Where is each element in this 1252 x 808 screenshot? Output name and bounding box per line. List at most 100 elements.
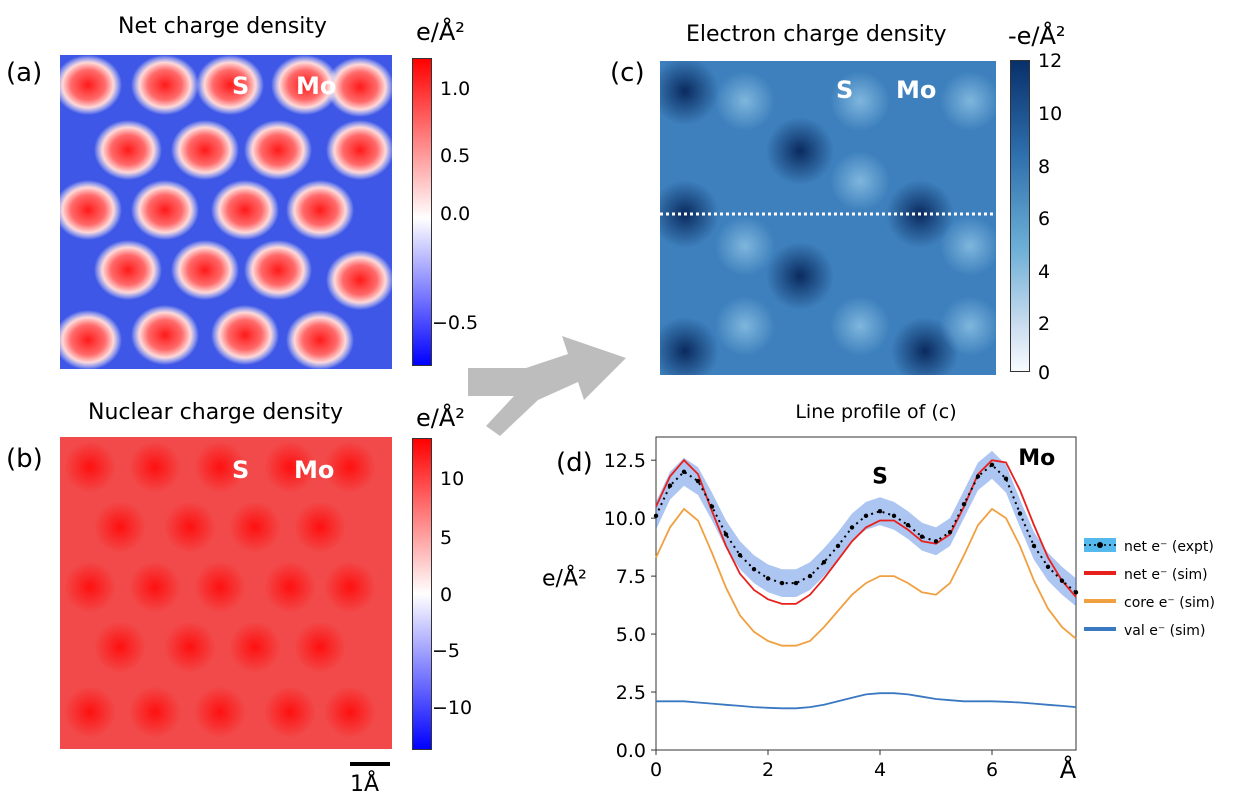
y-tick-label: 2.5	[616, 682, 646, 704]
expt-data-point	[1073, 590, 1079, 595]
expt-data-point	[1031, 543, 1037, 549]
x-tick-label: 2	[762, 759, 774, 781]
electron-charge-map	[651, 57, 1000, 385]
expt-data-point	[821, 560, 827, 565]
expt-data-point	[667, 483, 673, 488]
nuclear-charge-spot	[194, 561, 246, 613]
expt-data-point	[681, 469, 687, 474]
y-tick-label: 0.0	[616, 740, 646, 762]
electron-density-light-spot	[830, 71, 890, 131]
net-charge-spot	[286, 180, 354, 240]
expt-data-point	[1003, 476, 1009, 481]
net-charge-spot	[211, 305, 279, 365]
expt-data-point	[947, 529, 953, 535]
panel-c-cbar-tick: 10	[1038, 103, 1063, 125]
x-axis-label: Å	[1060, 755, 1077, 784]
series-line	[655, 507, 1077, 647]
expt-data-point	[695, 478, 701, 484]
nuclear-charge-spot	[164, 621, 216, 673]
series-line	[655, 458, 1077, 605]
electron-density-spot	[766, 117, 834, 185]
net-charge-map-image	[54, 55, 394, 370]
panel-a-cbar-tick: −0.5	[432, 312, 479, 334]
nuclear-charge-spot	[294, 621, 346, 673]
electron-charge-map-image	[651, 57, 1000, 385]
panel-c-label: (c)	[610, 58, 645, 88]
panel-b-annotation-mo: Mo	[294, 456, 335, 484]
net-charge-spot	[326, 120, 394, 180]
chart-title: Line profile of (c)	[795, 401, 956, 423]
line-profile-chart: Line profile of (c) 0 2 4 6 0.0 2.5 5.0 7.5 10.0…	[542, 401, 1215, 784]
legend-label: net e⁻ (expt)	[1124, 539, 1214, 555]
panel-a-unit: e/Å²	[416, 18, 465, 46]
net-charge-spot	[196, 55, 264, 115]
electron-density-spot	[766, 242, 834, 310]
expt-data-point	[765, 576, 771, 581]
panel-b-cbar-tick: 0	[440, 584, 453, 606]
arrow-graphic	[468, 336, 626, 436]
expt-data-point	[793, 580, 799, 586]
x-tick-label: 0	[650, 759, 662, 781]
panel-c-cbar-tick: 6	[1038, 208, 1051, 230]
panel-b-label: (b)	[6, 444, 43, 474]
panel-a-cbar-tick: 0.5	[440, 145, 471, 167]
net-charge-spot	[131, 55, 199, 115]
panel-c-annotation-mo: Mo	[896, 76, 937, 104]
nuclear-charge-spot	[129, 561, 181, 613]
plot-area	[655, 436, 1077, 751]
expt-data-point	[905, 522, 911, 528]
scale-bar	[350, 762, 390, 766]
y-tick-label: 10.0	[604, 508, 646, 530]
panel-b-annotation-s: S	[232, 456, 250, 484]
panel-c-cbar-tick: 12	[1038, 50, 1063, 72]
series-line	[656, 692, 1077, 710]
electron-density-light-spot	[940, 296, 1000, 356]
net-charge-spot	[326, 57, 394, 117]
net-charge-spot	[244, 240, 312, 300]
panel-c-cbar-tick: 0	[1038, 362, 1051, 384]
expt-data-point	[1017, 511, 1023, 516]
expt-data-point	[751, 566, 757, 572]
panel-a-title: Net charge density	[118, 14, 327, 39]
net-charge-spot	[54, 310, 122, 370]
expt-data-point	[877, 508, 883, 514]
panel-c-colorbar	[1010, 60, 1030, 372]
net-charge-spot	[244, 120, 312, 180]
net-charge-spot	[94, 240, 162, 300]
expt-data-point	[737, 553, 743, 558]
panel-a-cbar-tick: 1.0	[440, 78, 471, 100]
expt-data-point	[975, 474, 981, 479]
panel-c-cbar-tick: 4	[1038, 261, 1051, 283]
nuclear-charge-spot	[264, 561, 316, 613]
net-charge-spot	[211, 180, 279, 240]
electron-density-light-spot	[715, 71, 775, 131]
nuclear-charge-spot	[264, 686, 316, 738]
panel-b-cbar-tick: −5	[432, 640, 461, 662]
electron-density-light-spot	[715, 216, 775, 276]
panel-c-title: Electron charge density	[686, 22, 947, 47]
net-charge-spot	[271, 55, 339, 115]
panel-b-unit: e/Å²	[416, 404, 465, 432]
expt-data-point	[835, 543, 841, 549]
panel-b-cbar-tick: 10	[440, 468, 465, 490]
panel-a-label: (a)	[6, 58, 43, 88]
nuclear-charge-spot	[64, 561, 116, 613]
net-charge-spot	[171, 240, 239, 300]
y-tick-label: 7.5	[616, 566, 646, 588]
expt-data-point	[919, 534, 925, 539]
net-charge-spot	[131, 180, 199, 240]
electron-density-light-spot	[940, 71, 1000, 131]
nuclear-charge-spot	[94, 621, 146, 673]
net-charge-spot	[54, 55, 122, 115]
electron-density-spot	[651, 57, 719, 125]
nuclear-charge-spot	[94, 501, 146, 553]
panel-a-cbar-tick: 0.0	[440, 203, 471, 225]
net-charge-spot	[131, 305, 199, 365]
expt-data-point	[989, 462, 995, 468]
y-tick-label: 12.5	[604, 450, 646, 472]
expt-data-point	[709, 504, 715, 509]
panel-a-annotation-mo: Mo	[296, 72, 337, 100]
panel-c-unit: -e/Å²	[1008, 22, 1066, 50]
nuclear-charge-spot	[229, 621, 281, 673]
legend-label: val e⁻ (sim)	[1124, 623, 1205, 639]
